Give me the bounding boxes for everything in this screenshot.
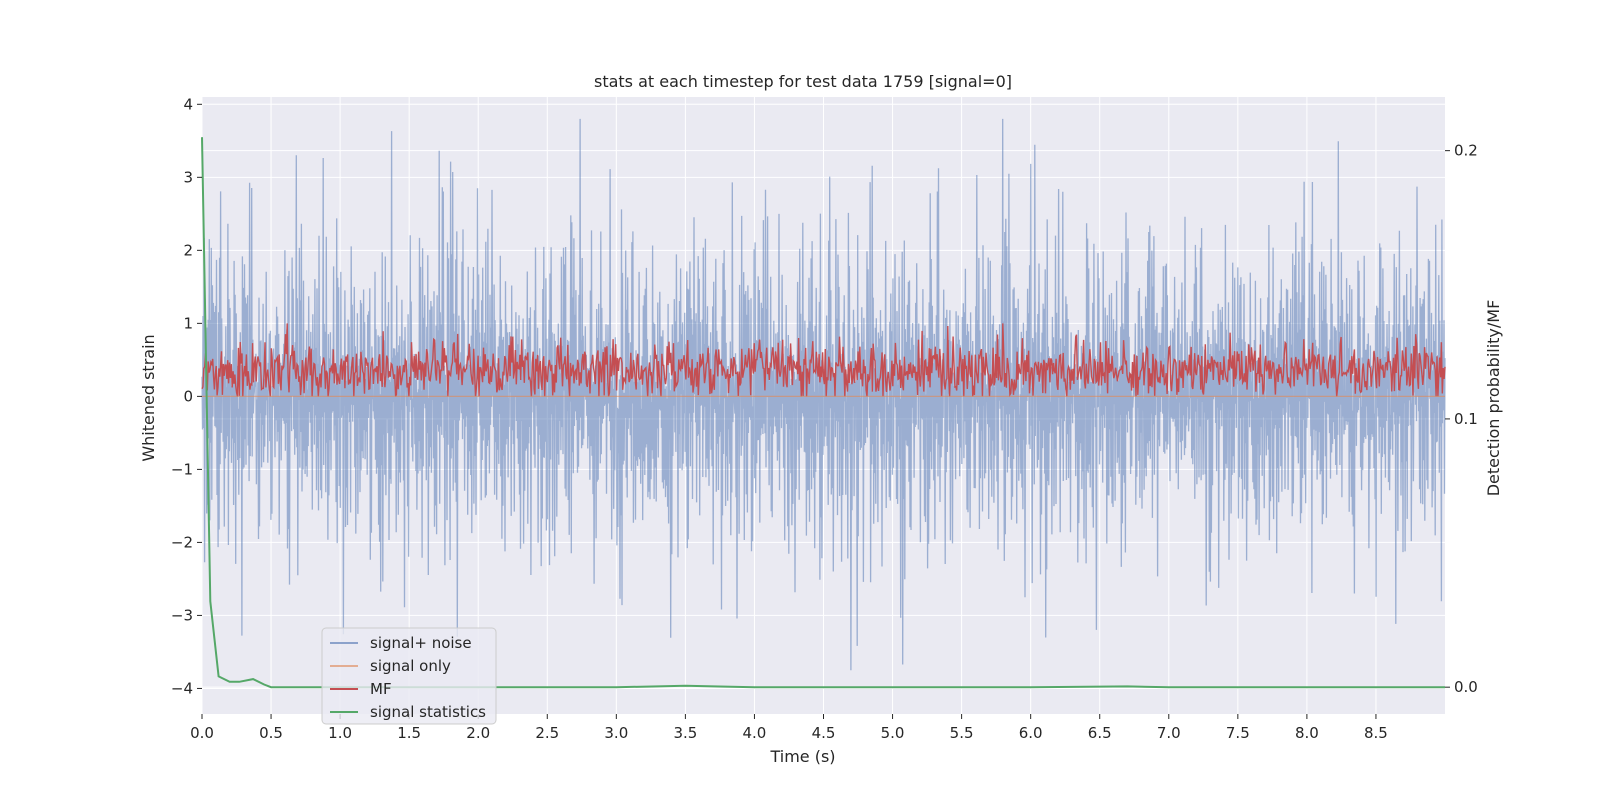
x-tick-label: 3.5 <box>673 724 697 742</box>
mf-line <box>201 323 1446 398</box>
legend: signal+ noise signal only MF signal statist… <box>321 627 497 725</box>
x-tick-label: 1.0 <box>328 724 352 742</box>
y2-axis-label: Detection probability/MF <box>1484 300 1503 497</box>
y2-tick-label: 0.0 <box>1454 678 1478 696</box>
y-tick-label: 3 <box>183 168 193 186</box>
y-axis-label: Whitened strain <box>139 334 158 461</box>
x-tick-label: 6.5 <box>1088 724 1112 742</box>
x-tick-label: 4.5 <box>812 724 836 742</box>
x-tick-label: 7.0 <box>1157 724 1181 742</box>
legend-label: signal only <box>370 657 451 675</box>
x-tick-label: 6.0 <box>1019 724 1043 742</box>
legend-box <box>321 627 497 725</box>
x-tick-label: 4.0 <box>743 724 767 742</box>
x-tick-label: 8.0 <box>1295 724 1319 742</box>
y-tick-label: 0 <box>183 387 193 405</box>
legend-label: MF <box>370 680 392 698</box>
x-tick-label: 2.5 <box>535 724 559 742</box>
mf-series <box>201 323 1446 398</box>
x-tick-label: 0.5 <box>259 724 283 742</box>
x-tick-label: 3.0 <box>604 724 628 742</box>
x-tick-label: 5.5 <box>950 724 974 742</box>
legend-label: signal+ noise <box>370 634 472 652</box>
y-tick-label: 4 <box>183 95 193 113</box>
chart-title: stats at each timestep for test data 175… <box>594 72 1012 91</box>
x-tick-label: 0.0 <box>190 724 214 742</box>
x-axis-label: Time (s) <box>769 747 835 766</box>
y-tick-label: 2 <box>183 241 193 259</box>
y2-tick-label: 0.2 <box>1454 142 1478 160</box>
axes: 0.0 0.5 1.0 1.5 2.0 2.5 3.0 3.5 4.0 4.5 5.0 5.5 6.0 6… <box>171 95 1478 742</box>
x-tick-label: 5.0 <box>881 724 905 742</box>
y-tick-label: −2 <box>171 533 193 551</box>
x-tick-label: 8.5 <box>1364 724 1388 742</box>
y-tick-label: 1 <box>183 314 193 332</box>
y-tick-label: −1 <box>171 460 193 478</box>
y2-tick-label: 0.1 <box>1454 410 1478 428</box>
x-tick-label: 1.5 <box>397 724 421 742</box>
y-tick-label: −3 <box>171 606 193 624</box>
x-tick-label: 2.0 <box>466 724 490 742</box>
y-tick-label: −4 <box>171 679 193 697</box>
x-tick-label: 7.5 <box>1226 724 1250 742</box>
legend-label: signal statistics <box>370 703 486 721</box>
